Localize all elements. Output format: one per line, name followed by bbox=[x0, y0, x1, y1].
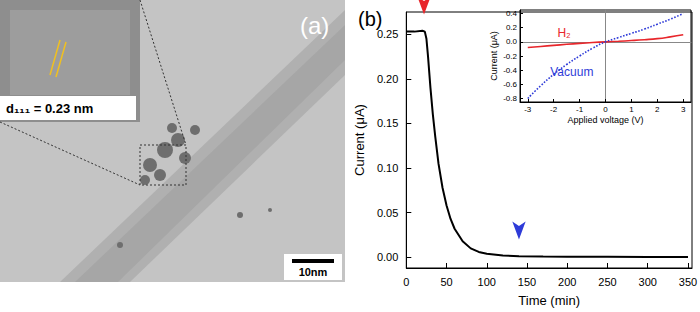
svg-text:-0.6: -0.6 bbox=[503, 80, 517, 89]
svg-text:300: 300 bbox=[639, 276, 657, 288]
svg-text:250: 250 bbox=[598, 276, 616, 288]
svg-text:0.20: 0.20 bbox=[377, 73, 398, 85]
svg-text:0.4: 0.4 bbox=[506, 9, 518, 18]
svg-text:-3: -3 bbox=[524, 105, 532, 114]
svg-text:0.0: 0.0 bbox=[506, 37, 518, 46]
svg-text:2: 2 bbox=[655, 105, 660, 114]
svg-text:-0.4: -0.4 bbox=[503, 66, 517, 75]
svg-text:Current (μA): Current (μA) bbox=[352, 104, 367, 176]
svg-text:10nm: 10nm bbox=[299, 266, 328, 278]
svg-text:Time (min): Time (min) bbox=[518, 293, 580, 308]
svg-text:0.10: 0.10 bbox=[377, 162, 398, 174]
svg-text:Applied voltage (V): Applied voltage (V) bbox=[567, 115, 643, 125]
svg-text:0: 0 bbox=[403, 276, 409, 288]
svg-text:0.00: 0.00 bbox=[377, 251, 398, 263]
svg-text:50: 50 bbox=[440, 276, 452, 288]
svg-text:Vacuum: Vacuum bbox=[550, 65, 593, 79]
svg-text:-2: -2 bbox=[550, 105, 558, 114]
svg-text:(a): (a) bbox=[300, 12, 329, 39]
svg-text:0: 0 bbox=[603, 105, 608, 114]
svg-text:0.15: 0.15 bbox=[377, 117, 398, 129]
svg-text:H₂: H₂ bbox=[557, 26, 571, 40]
svg-text:350: 350 bbox=[679, 276, 697, 288]
svg-text:1: 1 bbox=[629, 105, 634, 114]
svg-text:Current (μA): Current (μA) bbox=[489, 31, 499, 81]
svg-text:3: 3 bbox=[681, 105, 686, 114]
svg-text:100: 100 bbox=[478, 276, 496, 288]
svg-text:d₁₁₁ = 0.23 nm: d₁₁₁ = 0.23 nm bbox=[6, 101, 93, 116]
svg-text:150: 150 bbox=[518, 276, 536, 288]
svg-text:-0.8: -0.8 bbox=[503, 94, 517, 103]
svg-text:0.25: 0.25 bbox=[377, 28, 398, 40]
svg-text:200: 200 bbox=[558, 276, 576, 288]
svg-text:-1: -1 bbox=[576, 105, 584, 114]
svg-text:0.2: 0.2 bbox=[506, 23, 518, 32]
svg-text:-0.2: -0.2 bbox=[503, 52, 517, 61]
svg-text:(b): (b) bbox=[358, 8, 382, 30]
svg-text:0.05: 0.05 bbox=[377, 207, 398, 219]
